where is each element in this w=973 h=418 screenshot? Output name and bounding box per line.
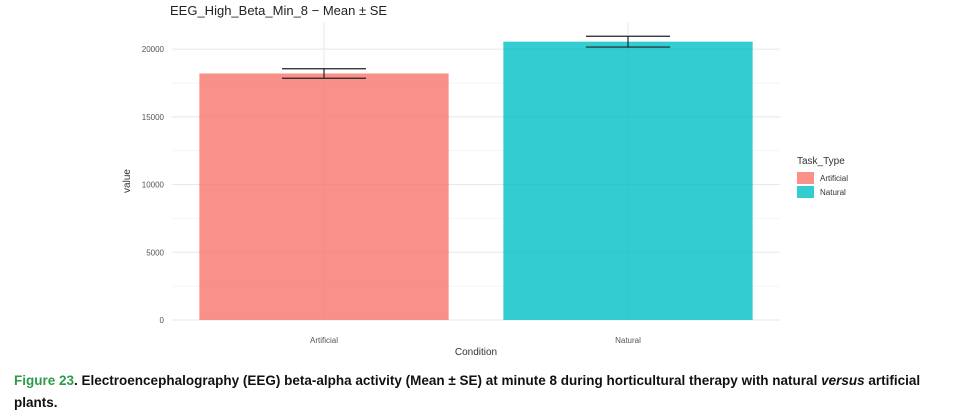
error-bars: [282, 35, 670, 79]
y-tick-label: 0: [160, 316, 165, 325]
bar-artificial: [199, 73, 449, 321]
x-axis-label: Condition: [455, 347, 497, 358]
y-tick-label: 15000: [142, 113, 165, 122]
bars: [199, 41, 753, 321]
x-tick-label: Artificial: [310, 336, 338, 345]
caption-text-before: . Electroencephalography (EEG) beta-alph…: [74, 373, 822, 388]
y-axis-label: value: [122, 169, 133, 193]
legend-swatch: [797, 172, 814, 184]
bar-natural: [503, 41, 753, 321]
chart-title: EEG_High_Beta_Min_8 − Mean ± SE: [170, 3, 387, 18]
caption-italic: versus: [821, 373, 865, 388]
x-tick-label: Natural: [615, 336, 641, 345]
y-axis-ticks: 0 5000 10000 15000 20000: [142, 45, 165, 325]
legend-entry-natural: Natural: [797, 186, 846, 198]
error-bar-natural: [586, 35, 670, 48]
legend-label: Natural: [820, 188, 846, 197]
bar-chart: EEG_High_Beta_Min_8 − Mean ± SE 0 5000 100…: [122, 3, 848, 358]
x-axis-ticks: Artificial Natural: [310, 336, 641, 345]
legend-label: Artificial: [820, 174, 848, 183]
legend: Task_Type Artificial Natural: [797, 156, 848, 198]
legend-swatch: [797, 186, 814, 198]
figure-label: Figure 23: [14, 373, 75, 388]
error-bar-artificial: [282, 68, 366, 79]
figure-caption: Figure 23. Electroencephalography (EEG) …: [14, 370, 964, 414]
y-tick-label: 20000: [142, 45, 165, 54]
y-tick-label: 10000: [142, 181, 165, 190]
legend-title: Task_Type: [797, 156, 845, 167]
caption-text-after: artificial plants.: [14, 373, 921, 410]
y-tick-label: 5000: [146, 248, 164, 257]
legend-entry-artificial: Artificial: [797, 172, 848, 184]
